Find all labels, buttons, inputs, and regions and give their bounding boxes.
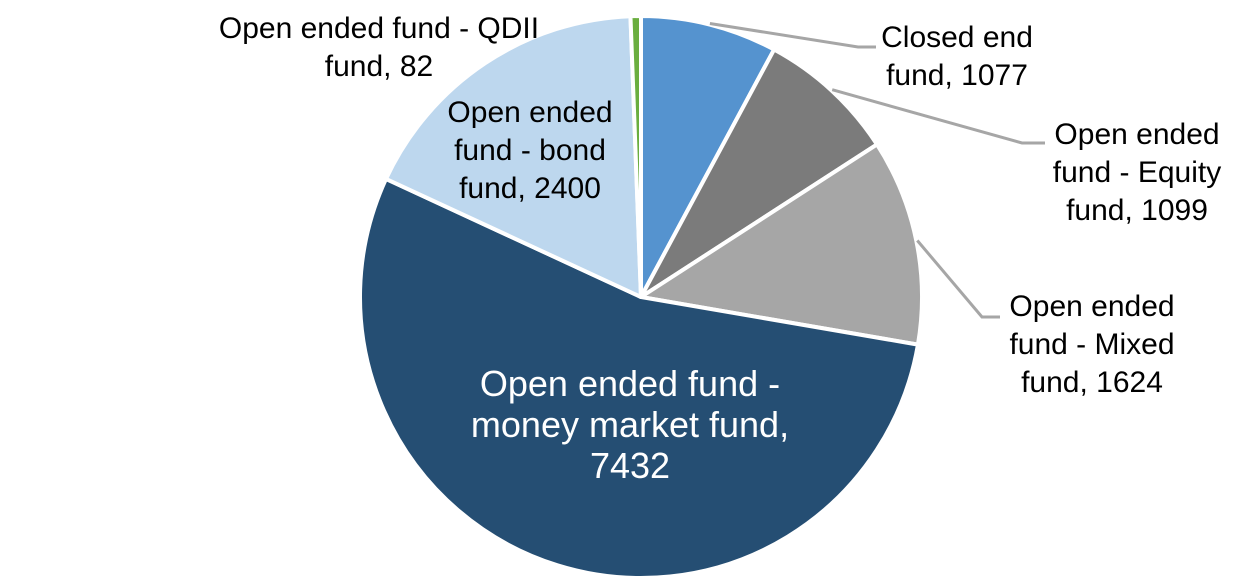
label-line: 7432 — [589, 445, 671, 486]
label-line: fund, 82 — [324, 50, 434, 83]
label-line: fund, 1077 — [886, 59, 1028, 92]
label-line: Open ended fund - QDII — [218, 12, 540, 45]
label-line: fund - bond — [454, 134, 606, 167]
data-label-money-market-fund: Open ended fund - money market fund, 743… — [471, 363, 789, 486]
label-line: fund, 2400 — [459, 172, 601, 205]
pie-slice-2 — [639, 142, 924, 347]
data-label-mixed-fund: Open ended fund - Mixed fund, 1624 — [1009, 288, 1174, 402]
label-line: fund, 1099 — [1066, 194, 1208, 227]
label-line: Closed end — [881, 21, 1033, 54]
label-line: Open ended — [447, 96, 613, 129]
data-label-equity-fund: Open ended fund - Equity fund, 1099 — [1053, 116, 1221, 230]
pie-slice-3 — [358, 176, 920, 580]
leader-line-0 — [709, 22, 876, 49]
pie-slice-0 — [639, 14, 777, 299]
pie-slice-4 — [384, 14, 643, 299]
leader-line-2 — [916, 239, 1000, 319]
label-line: fund, 1624 — [1021, 366, 1163, 399]
label-line: Open ended — [1009, 290, 1175, 323]
leader-line-1 — [831, 88, 1045, 145]
label-line: Open ended — [1054, 118, 1220, 151]
pie-slice-1 — [639, 47, 879, 299]
label-line: fund - Equity — [1052, 156, 1222, 189]
label-line: Open ended fund - — [479, 363, 781, 404]
data-label-qdii-fund: Open ended fund - QDII fund, 82 — [219, 10, 539, 86]
label-line: fund - Mixed — [1009, 328, 1175, 361]
pie-slice-5 — [628, 14, 643, 299]
data-label-bond-fund: Open ended fund - bond fund, 2400 — [447, 94, 612, 208]
data-label-closed-end-fund: Closed end fund, 1077 — [881, 19, 1033, 95]
label-line: money market fund, — [470, 404, 790, 445]
